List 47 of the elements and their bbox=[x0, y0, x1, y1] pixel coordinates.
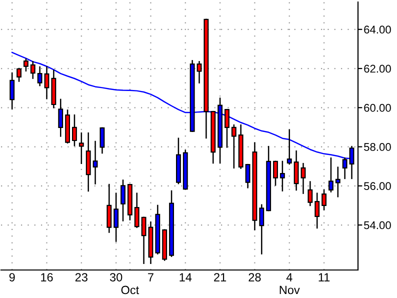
y-tick-label: 56.00 bbox=[364, 182, 391, 190]
candlestick bbox=[273, 160, 278, 186]
x-tick-label: 16 bbox=[41, 273, 53, 282]
candlestick bbox=[72, 114, 77, 146]
candlestick bbox=[16, 68, 22, 82]
candlestick bbox=[78, 132, 84, 164]
x-tick-label: 30 bbox=[110, 273, 122, 282]
candlestick bbox=[224, 108, 230, 148]
x-tick-label: Oct bbox=[121, 286, 140, 294]
candlestick bbox=[10, 72, 15, 110]
x-tick-label: 4 Nov bbox=[280, 273, 300, 294]
candlestick bbox=[37, 66, 42, 86]
candlestick bbox=[30, 61, 36, 79]
candlestick bbox=[141, 216, 146, 264]
candlestick bbox=[120, 180, 126, 222]
candlestick bbox=[106, 184, 112, 233]
candlestick bbox=[314, 192, 320, 229]
candlestick bbox=[328, 157, 334, 192]
y-tick-label: 64.00 bbox=[364, 26, 391, 34]
candlestick bbox=[58, 98, 64, 137]
x-tick-label: 7 bbox=[148, 273, 154, 282]
x-tick-label: 9 bbox=[9, 273, 15, 282]
candlestick bbox=[280, 160, 285, 192]
candlestick bbox=[335, 166, 340, 198]
candlestick bbox=[100, 127, 105, 154]
y-tick-label: 60.00 bbox=[364, 104, 391, 112]
x-tick-label: 21 bbox=[214, 273, 226, 282]
x-tick-label: 28 bbox=[248, 273, 261, 282]
candlestick bbox=[259, 204, 264, 254]
y-tick-label: 54.00 bbox=[364, 221, 391, 230]
candlestick bbox=[231, 124, 236, 169]
candlestick bbox=[245, 164, 250, 188]
candlestick bbox=[86, 132, 91, 192]
x-tick-label: 14 bbox=[180, 273, 192, 282]
y-tick-label: 58.00 bbox=[364, 143, 391, 151]
candlestick bbox=[134, 192, 140, 228]
y-tick-label: 62.00 bbox=[364, 64, 391, 73]
candlestick bbox=[196, 61, 202, 84]
candlestick bbox=[44, 66, 50, 100]
x-tick-label: 11 bbox=[318, 273, 330, 282]
candlestick bbox=[300, 162, 306, 194]
candlestick bbox=[114, 192, 119, 242]
candlestick bbox=[23, 58, 28, 72]
candlestick bbox=[92, 140, 98, 184]
candlestick bbox=[294, 150, 299, 191]
candlestick bbox=[308, 181, 313, 206]
x-tick-label: 23 bbox=[75, 273, 88, 282]
